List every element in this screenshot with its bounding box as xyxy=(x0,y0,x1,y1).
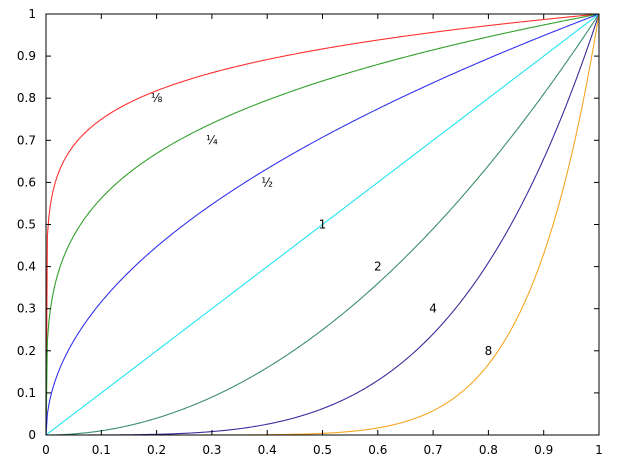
y-tick-label: 0.8 xyxy=(17,91,36,105)
series-line xyxy=(45,13,600,436)
y-tick-label: 0.3 xyxy=(17,302,36,316)
x-tick-label: 0.3 xyxy=(202,443,221,457)
series-label: ½ xyxy=(261,175,273,189)
series-label: 8 xyxy=(485,344,493,358)
x-tick-label: 0.1 xyxy=(92,443,111,457)
y-tick-label: 0.5 xyxy=(17,218,36,232)
x-tick-label: 0.5 xyxy=(313,443,332,457)
x-tick-label: 0.4 xyxy=(258,443,277,457)
y-tick-label: 0.7 xyxy=(17,133,36,147)
y-tick-label: 0.1 xyxy=(17,386,36,400)
x-tick-label: 0.2 xyxy=(147,443,166,457)
y-tick-label: 0 xyxy=(28,428,36,442)
y-tick-label: 0.9 xyxy=(17,49,36,63)
x-tick-label: 0.6 xyxy=(368,443,387,457)
series-label: 4 xyxy=(429,302,437,316)
series-label: ⅛ xyxy=(151,91,163,105)
series-labels-layer: ⅛ ¼ ½ 1 2 4 8 xyxy=(151,91,492,358)
x-tick-label: 0.9 xyxy=(534,443,553,457)
series-line xyxy=(45,13,600,436)
series-label: 2 xyxy=(374,260,382,274)
y-tick-label: 0.4 xyxy=(17,260,36,274)
y-tick-label: 1 xyxy=(28,7,36,21)
axes-layer: 0 0.1 0.2 0.3 0.4 0.5 0.6 0.7 0.8 0.9 1 0 0.1 0.2 0.3 0… xyxy=(17,7,603,457)
x-tick-label: 0.7 xyxy=(424,443,443,457)
series-line xyxy=(45,13,600,436)
series-line xyxy=(46,13,600,436)
series-line xyxy=(45,13,600,436)
x-tick-label: 1 xyxy=(595,443,603,457)
series-label: 1 xyxy=(319,218,327,232)
x-tick-label: 0 xyxy=(42,443,50,457)
series-label: ¼ xyxy=(206,133,218,147)
x-tick-label: 0.8 xyxy=(479,443,498,457)
y-tick-label: 0.6 xyxy=(17,175,36,189)
y-tick-label: 0.2 xyxy=(17,344,36,358)
